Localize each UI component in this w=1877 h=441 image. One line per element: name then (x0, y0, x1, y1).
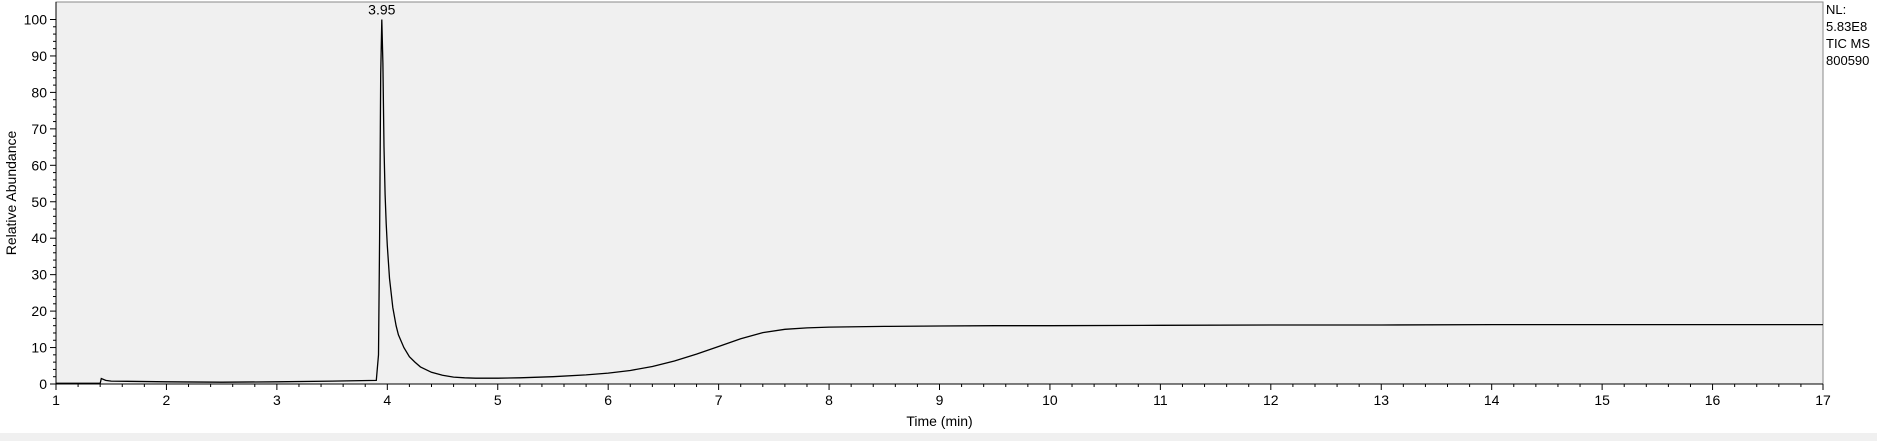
y-tick-label: 80 (31, 84, 47, 100)
plot-area (55, 1, 1824, 385)
y-tick-label: 70 (31, 121, 47, 137)
x-tick-label: 17 (1815, 392, 1831, 408)
y-tick-label: 10 (31, 340, 47, 356)
info-line-nl: NL: (1826, 2, 1846, 17)
x-tick-label: 14 (1484, 392, 1500, 408)
x-tick-label: 2 (163, 392, 171, 408)
x-axis-ticks: 1 2 3 4 5 6 7 8 9 10 11 12 13 14 15 16 17 (52, 384, 1831, 408)
x-tick-label: 8 (825, 392, 833, 408)
x-axis-title: Time (min) (906, 413, 972, 429)
y-tick-label: 40 (31, 230, 47, 246)
x-tick-label: 1 (52, 392, 60, 408)
y-tick-label: 60 (31, 157, 47, 173)
x-tick-label: 15 (1594, 392, 1610, 408)
info-line-filter: TIC MS (1826, 36, 1870, 51)
y-axis-title: Relative Abundance (3, 131, 19, 256)
x-tick-label: 12 (1263, 392, 1279, 408)
y-tick-label: 30 (31, 267, 47, 283)
x-tick-label: 4 (383, 392, 391, 408)
x-tick-label: 3 (273, 392, 281, 408)
x-tick-label: 5 (494, 392, 502, 408)
x-tick-label: 16 (1705, 392, 1721, 408)
x-tick-label: 10 (1042, 392, 1058, 408)
tic-trace-line (56, 19, 1823, 384)
window-bottom-strip (0, 433, 1877, 441)
y-tick-label: 50 (31, 194, 47, 210)
x-tick-label: 11 (1153, 392, 1168, 408)
peak-labels: 3.95 (368, 2, 395, 18)
x-tick-label: 6 (604, 392, 612, 408)
x-tick-label: 13 (1373, 392, 1389, 408)
y-tick-label: 0 (39, 376, 47, 392)
scan-info-block: NL: 5.83E8 TIC MS 800590 (1826, 2, 1870, 68)
x-tick-label: 9 (936, 392, 944, 408)
x-tick-label: 7 (715, 392, 723, 408)
y-tick-label: 90 (31, 48, 47, 64)
info-line-scale: 5.83E8 (1826, 19, 1867, 34)
y-tick-label: 20 (31, 303, 47, 319)
y-tick-label: 100 (24, 12, 48, 28)
y-axis-ticks: 0 10 20 30 40 50 60 70 80 90 100 (24, 12, 56, 392)
peak-label: 3.95 (368, 2, 395, 18)
info-line-filename: 800590 (1826, 53, 1869, 68)
